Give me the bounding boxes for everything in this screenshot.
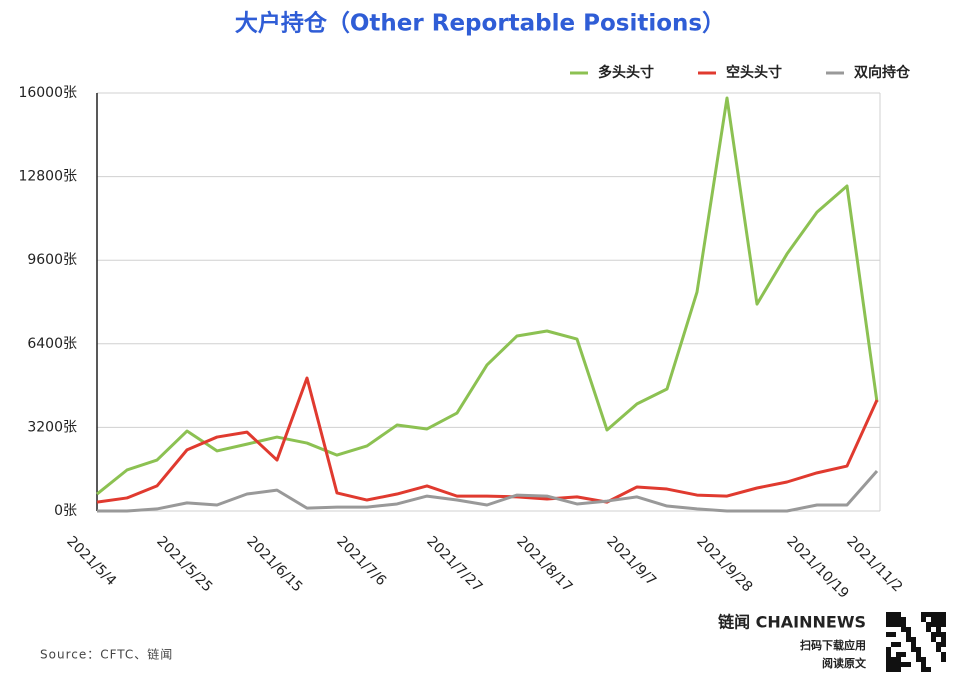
- x-tick-label: 2021/7/27: [423, 533, 485, 595]
- qr-cell: [901, 652, 906, 657]
- qr-cell: [906, 632, 911, 637]
- qr-cell: [941, 612, 946, 617]
- chart-title: 大户持仓（Other Reportable Positions）: [235, 10, 725, 37]
- qr-cell: [936, 612, 941, 617]
- y-tick-label: 0张: [54, 503, 77, 519]
- qr-cell: [891, 662, 896, 667]
- qr-cell: [926, 627, 931, 632]
- qr-cell: [936, 622, 941, 627]
- qr-cell: [896, 622, 901, 627]
- qr-cell: [931, 612, 936, 617]
- qr-cell: [911, 637, 916, 642]
- qr-cell: [911, 647, 916, 652]
- qr-cell: [891, 667, 896, 672]
- qr-cell: [931, 617, 936, 622]
- qr-cell: [941, 622, 946, 627]
- qr-cell: [901, 662, 906, 667]
- legend-label: 双向持仓: [854, 64, 911, 81]
- qr-cell: [941, 657, 946, 662]
- y-tick-label: 9600张: [27, 252, 77, 268]
- qr-cell: [891, 642, 896, 647]
- qr-cell: [941, 642, 946, 647]
- qr-cell: [891, 657, 896, 662]
- qr-cell: [941, 632, 946, 637]
- qr-cell: [901, 627, 906, 632]
- qr-cell: [931, 622, 936, 627]
- qr-cell: [936, 647, 941, 652]
- x-tick-label: 2021/5/25: [153, 533, 215, 595]
- qr-cell: [921, 667, 926, 672]
- qr-cell: [921, 657, 926, 662]
- qr-cell: [896, 652, 901, 657]
- qr-cell: [896, 662, 901, 667]
- qr-cell: [886, 667, 891, 672]
- x-tick-label: 2021/5/4: [63, 533, 119, 589]
- qr-cell: [886, 657, 891, 662]
- qr-cell: [916, 657, 921, 662]
- qr-cell: [921, 662, 926, 667]
- qr-cell: [896, 617, 901, 622]
- x-tick-label: 2021/11/2: [843, 533, 905, 595]
- qr-cell: [936, 642, 941, 647]
- qr-cell: [931, 637, 936, 642]
- legend-label: 空头头寸: [726, 64, 782, 81]
- legend-label: 多头头寸: [598, 64, 654, 81]
- qr-cell: [941, 617, 946, 622]
- qr-cell: [896, 612, 901, 617]
- qr-cell: [916, 652, 921, 657]
- qr-cell: [891, 612, 896, 617]
- qr-cell: [906, 662, 911, 667]
- x-tick-label: 2021/6/15: [243, 533, 305, 595]
- y-tick-label: 12800张: [18, 169, 77, 185]
- qr-cell: [906, 637, 911, 642]
- source: Source：CFTC、链闻: [40, 647, 173, 662]
- qr-cell: [901, 622, 906, 627]
- qr-cell: [921, 617, 926, 622]
- qr-cell: [886, 652, 891, 657]
- y-tick-label: 16000张: [18, 85, 77, 101]
- qr-cell: [911, 642, 916, 647]
- brand-line: 阅读原文: [822, 656, 867, 670]
- x-tick-label: 2021/7/6: [333, 533, 389, 589]
- brand-line: 扫码下载应用: [800, 638, 866, 652]
- qr-cell: [936, 632, 941, 637]
- qr-cell: [921, 612, 926, 617]
- series-line: [96, 376, 879, 504]
- series-line: [96, 96, 879, 496]
- qr-code: [886, 612, 946, 672]
- qr-cell: [896, 642, 901, 647]
- series-line: [97, 470, 879, 513]
- qr-cell: [926, 622, 931, 627]
- qr-cell: [941, 652, 946, 657]
- qr-cell: [936, 617, 941, 622]
- brand: 链闻 CHAINNEWS: [718, 613, 866, 632]
- x-tick-label: 2021/9/7: [603, 533, 659, 589]
- x-tick-label: 2021/8/17: [513, 533, 575, 595]
- x-tick-label: 2021/9/28: [693, 533, 755, 595]
- qr-cell: [886, 617, 891, 622]
- qr-cell: [886, 632, 891, 637]
- qr-cell: [891, 617, 896, 622]
- y-tick-label: 3200张: [27, 419, 77, 435]
- qr-cell: [941, 637, 946, 642]
- qr-cell: [896, 657, 901, 662]
- qr-cell: [916, 647, 921, 652]
- qr-cell: [906, 627, 911, 632]
- qr-cell: [926, 612, 931, 617]
- qr-cell: [886, 647, 891, 652]
- qr-cell: [931, 632, 936, 637]
- qr-cell: [936, 627, 941, 632]
- qr-cell: [886, 662, 891, 667]
- qr-cell: [891, 622, 896, 627]
- qr-cell: [886, 622, 891, 627]
- qr-cell: [926, 667, 931, 672]
- x-tick-label: 2021/10/19: [783, 533, 851, 601]
- qr-cell: [896, 667, 901, 672]
- qr-cell: [886, 612, 891, 617]
- qr-cell: [891, 632, 896, 637]
- qr-cell: [901, 617, 906, 622]
- y-tick-label: 6400张: [27, 336, 77, 352]
